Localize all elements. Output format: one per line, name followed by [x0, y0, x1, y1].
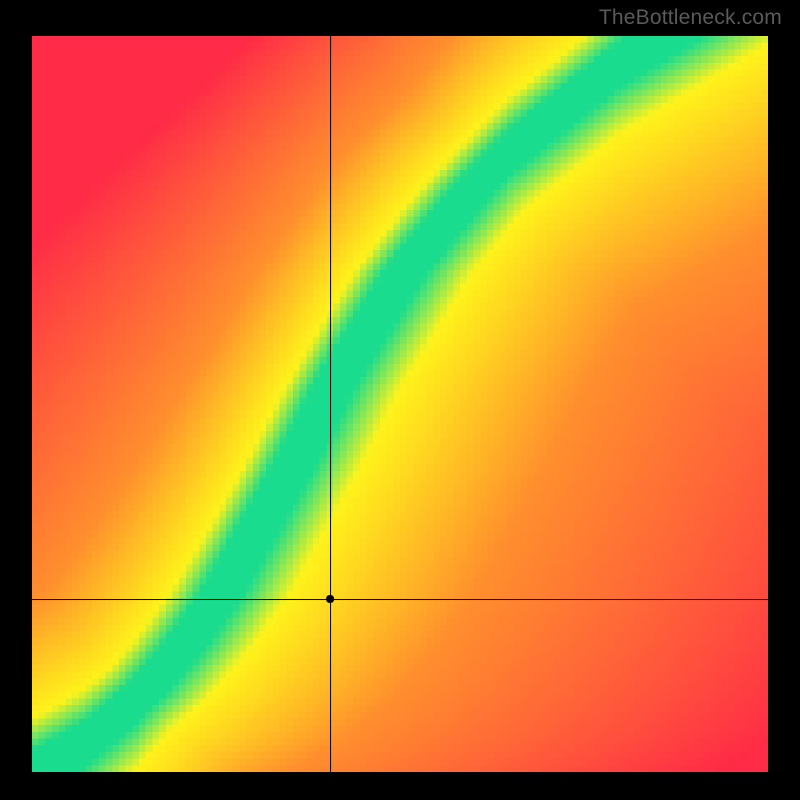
chart-container: TheBottleneck.com [0, 0, 800, 800]
watermark-text: TheBottleneck.com [599, 6, 782, 30]
bottleneck-heatmap [32, 36, 768, 772]
heatmap-crosshair-overlay [32, 36, 768, 772]
